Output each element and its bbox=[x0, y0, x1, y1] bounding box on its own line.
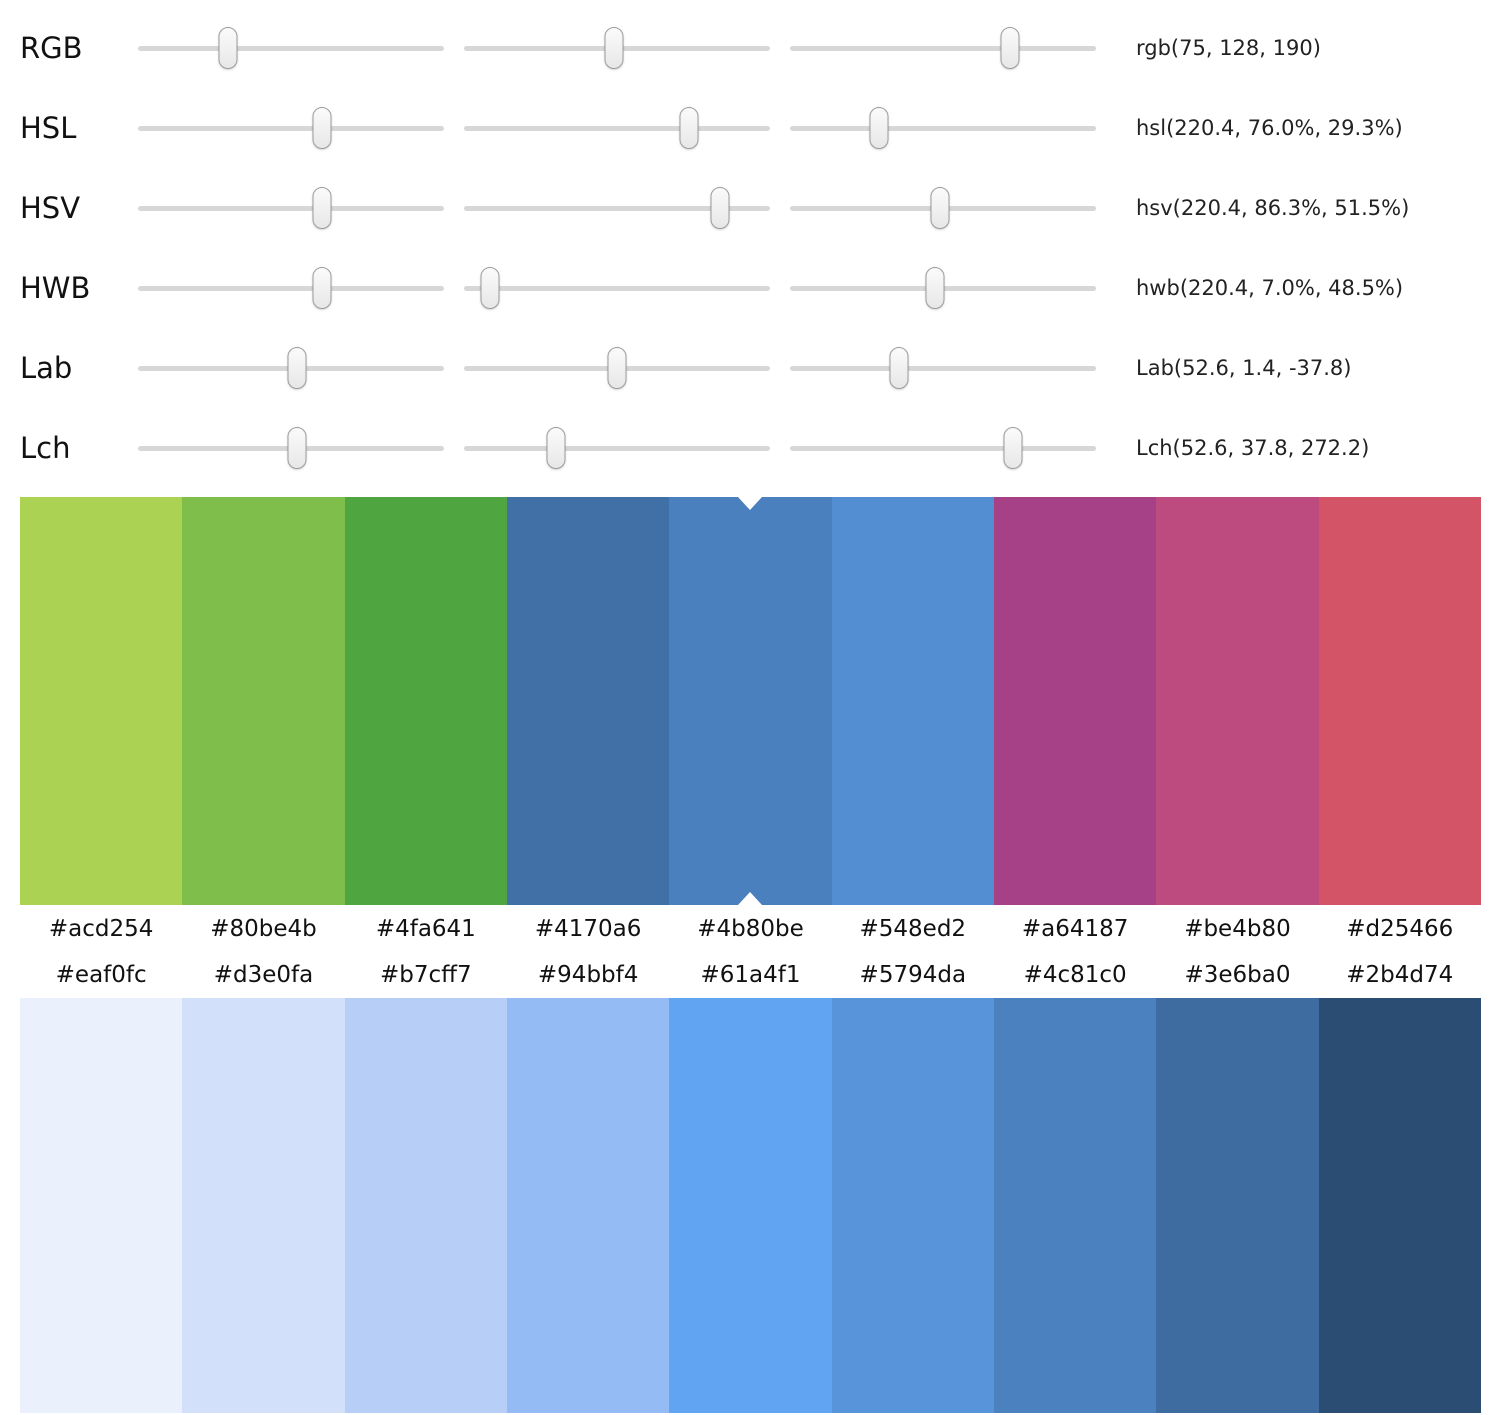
palette-swatch[interactable] bbox=[669, 497, 832, 905]
slider-track[interactable] bbox=[138, 27, 444, 69]
palette-swatch[interactable] bbox=[182, 497, 345, 905]
palette-swatch[interactable] bbox=[831, 497, 994, 905]
slider-track[interactable] bbox=[790, 427, 1096, 469]
swatch-hex-label: #be4b80 bbox=[1184, 915, 1291, 942]
swatch-hex-label: #acd254 bbox=[48, 915, 154, 942]
slider-thumb[interactable] bbox=[312, 267, 332, 309]
slider-thumb[interactable] bbox=[869, 107, 889, 149]
palette-swatch[interactable] bbox=[669, 998, 832, 1413]
colorspace-label: Lab bbox=[20, 351, 73, 385]
palette-swatch[interactable] bbox=[20, 998, 183, 1413]
swatch-hex-label: #d3e0fa bbox=[213, 962, 314, 988]
slider-thumb[interactable] bbox=[607, 347, 627, 389]
hue-palette: #acd254 #80be4b #4fa641 #4170a6 #4b80be #548e… bbox=[20, 497, 1481, 952]
slider-track[interactable] bbox=[464, 27, 770, 69]
colorspace-label: RGB bbox=[20, 31, 83, 65]
palette-swatch[interactable] bbox=[993, 497, 1157, 905]
slider-row-hsv: HSV hsv(220.4, 86.3%, 51.5%) bbox=[20, 168, 1501, 248]
palette-swatch[interactable] bbox=[993, 998, 1157, 1413]
color-value-text: Lch(52.6, 37.8, 272.2) bbox=[1136, 436, 1370, 460]
color-value-text: hsv(220.4, 86.3%, 51.5%) bbox=[1136, 196, 1410, 220]
swatch-hex-label: #4c81c0 bbox=[1023, 962, 1127, 988]
slider-thumb[interactable] bbox=[925, 267, 945, 309]
palette-swatch[interactable] bbox=[1318, 497, 1481, 905]
palette-swatch[interactable] bbox=[1156, 998, 1319, 1413]
tint-shade-swatch-row bbox=[20, 998, 1481, 1413]
swatch-hex-label: #a64187 bbox=[1021, 915, 1129, 942]
slider-track[interactable] bbox=[138, 347, 444, 389]
swatch-hex-label: #2b4d74 bbox=[1346, 962, 1454, 988]
slider-thumb[interactable] bbox=[480, 267, 500, 309]
slider-thumb[interactable] bbox=[546, 427, 566, 469]
swatch-hex-label: #94bbf4 bbox=[537, 962, 639, 988]
hue-swatch-row bbox=[20, 497, 1481, 905]
swatch-hex-label: #d25466 bbox=[1346, 915, 1454, 942]
color-value-text: rgb(75, 128, 190) bbox=[1136, 36, 1321, 60]
slider-row-hsl: HSL hsl(220.4, 76.0%, 29.3%) bbox=[20, 88, 1501, 168]
slider-thumb[interactable] bbox=[218, 27, 238, 69]
palette-swatch[interactable] bbox=[506, 998, 670, 1413]
colorspace-label: HSL bbox=[20, 111, 77, 145]
slider-track[interactable] bbox=[790, 187, 1096, 229]
slider-track[interactable] bbox=[138, 107, 444, 149]
palette-swatch[interactable] bbox=[344, 497, 507, 905]
colorspace-label: HWB bbox=[20, 271, 91, 305]
slider-track[interactable] bbox=[464, 427, 770, 469]
slider-track[interactable] bbox=[790, 107, 1096, 149]
slider-track[interactable] bbox=[138, 187, 444, 229]
slider-track[interactable] bbox=[790, 27, 1096, 69]
swatch-hex-label: #61a4f1 bbox=[700, 962, 801, 988]
slider-thumb[interactable] bbox=[1000, 27, 1020, 69]
colorspace-label: Lch bbox=[20, 431, 71, 465]
color-value-text: hwb(220.4, 7.0%, 48.5%) bbox=[1136, 276, 1404, 300]
palette-swatch[interactable] bbox=[1318, 998, 1481, 1413]
color-value-text: Lab(52.6, 1.4, -37.8) bbox=[1136, 356, 1352, 380]
swatch-hex-label: #548ed2 bbox=[859, 915, 967, 942]
tint-shade-palette: #eaf0fc #d3e0fa #b7cff7 #94bbf4 #61a4f1 #5794… bbox=[20, 952, 1481, 1413]
tint-shade-label-row: #eaf0fc #d3e0fa #b7cff7 #94bbf4 #61a4f1 #5794… bbox=[20, 952, 1481, 998]
slider-track[interactable] bbox=[790, 267, 1096, 309]
slider-track[interactable] bbox=[790, 347, 1096, 389]
slider-track[interactable] bbox=[464, 267, 770, 309]
slider-row-lch: Lch Lch(52.6, 37.8, 272.2) bbox=[20, 408, 1501, 488]
slider-thumb[interactable] bbox=[312, 107, 332, 149]
swatch-hex-label: #4170a6 bbox=[534, 915, 642, 942]
slider-row-lab: Lab Lab(52.6, 1.4, -37.8) bbox=[20, 328, 1501, 408]
swatch-hex-label: #4b80be bbox=[697, 915, 804, 942]
slider-row-hwb: HWB hwb(220.4, 7.0%, 48.5%) bbox=[20, 248, 1501, 328]
slider-thumb[interactable] bbox=[930, 187, 950, 229]
palette-swatch[interactable] bbox=[506, 497, 670, 905]
slider-track[interactable] bbox=[464, 347, 770, 389]
swatch-hex-label: #5794da bbox=[859, 962, 967, 988]
color-space-sliders: RGB rgb(75, 128, 190) HSL hsl(220.4, 76.0%,… bbox=[0, 0, 1501, 488]
palette-swatch[interactable] bbox=[182, 998, 345, 1413]
palette-swatch[interactable] bbox=[1156, 497, 1319, 905]
slider-track[interactable] bbox=[138, 267, 444, 309]
palette-swatch[interactable] bbox=[344, 998, 507, 1413]
slider-thumb[interactable] bbox=[287, 347, 307, 389]
slider-thumb[interactable] bbox=[1003, 427, 1023, 469]
slider-track[interactable] bbox=[464, 187, 770, 229]
swatch-hex-label: #b7cff7 bbox=[380, 962, 472, 988]
palette-swatch[interactable] bbox=[831, 998, 994, 1413]
swatch-hex-label: #eaf0fc bbox=[55, 962, 147, 988]
slider-row-rgb: RGB rgb(75, 128, 190) bbox=[20, 8, 1501, 88]
hue-label-row: #acd254 #80be4b #4fa641 #4170a6 #4b80be #548e… bbox=[20, 905, 1481, 952]
slider-thumb[interactable] bbox=[287, 427, 307, 469]
slider-thumb[interactable] bbox=[679, 107, 699, 149]
slider-thumb[interactable] bbox=[312, 187, 332, 229]
slider-track[interactable] bbox=[464, 107, 770, 149]
colorspace-label: HSV bbox=[20, 191, 81, 225]
slider-thumb[interactable] bbox=[889, 347, 909, 389]
swatch-hex-label: #3e6ba0 bbox=[1184, 962, 1291, 988]
slider-thumb[interactable] bbox=[604, 27, 624, 69]
selected-swatch-marker-bottom bbox=[738, 892, 763, 905]
swatch-hex-label: #4fa641 bbox=[375, 915, 476, 942]
palette-swatch[interactable] bbox=[20, 497, 183, 905]
color-value-text: hsl(220.4, 76.0%, 29.3%) bbox=[1136, 116, 1403, 140]
swatch-hex-label: #80be4b bbox=[210, 915, 317, 942]
slider-thumb[interactable] bbox=[710, 187, 729, 229]
selected-swatch-marker-top bbox=[738, 497, 763, 510]
slider-track[interactable] bbox=[138, 427, 444, 469]
